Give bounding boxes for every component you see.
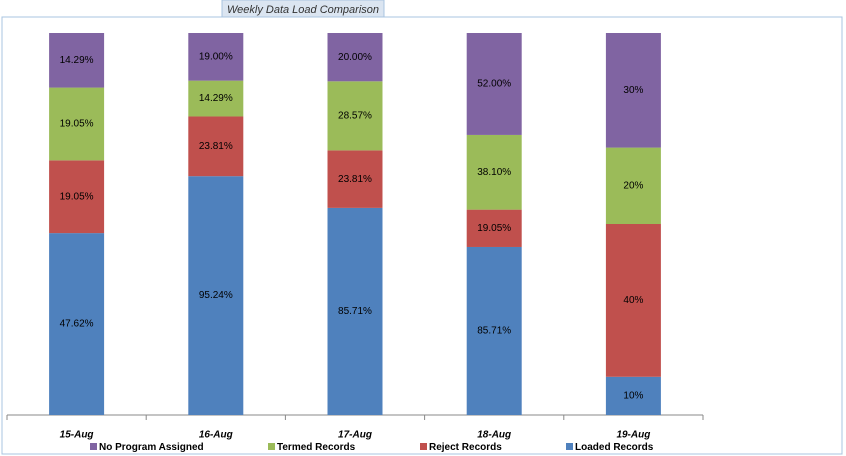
legend-swatch	[268, 443, 275, 450]
x-tick-label: 19-Aug	[616, 430, 650, 441]
x-tick-label: 15-Aug	[60, 430, 94, 441]
data-label: 47.62%	[60, 319, 94, 330]
legend-label: Reject Records	[429, 442, 502, 453]
x-tick-label: 18-Aug	[477, 430, 511, 441]
data-label: 10%	[623, 391, 643, 402]
chart-frame	[1, 16, 843, 455]
bar-segment	[327, 150, 383, 208]
data-label: 19.05%	[60, 119, 94, 130]
x-tick-label: 16-Aug	[199, 430, 233, 441]
bar-segment	[605, 33, 661, 148]
data-label: 95.24%	[199, 290, 233, 301]
legend-label: Loaded Records	[575, 442, 654, 453]
x-tick-label: 17-Aug	[338, 430, 372, 441]
bar-segment	[466, 246, 522, 415]
data-label: 19.05%	[477, 223, 511, 234]
bar-segment	[327, 81, 383, 151]
legend-label: Termed Records	[277, 442, 356, 453]
bar-segment	[188, 80, 244, 117]
bar-segment	[327, 33, 383, 82]
bar-segment	[605, 224, 661, 377]
data-label: 52.00%	[477, 79, 511, 90]
bar-segment	[188, 116, 244, 177]
legend-swatch	[90, 443, 97, 450]
data-label: 23.81%	[338, 174, 372, 185]
data-label: 30%	[623, 85, 643, 96]
data-label: 40%	[623, 295, 643, 306]
bar-segment	[49, 160, 105, 234]
legend-swatch	[566, 443, 573, 450]
data-label: 19.05%	[60, 191, 94, 202]
bar-segment	[49, 87, 105, 161]
data-label: 20%	[623, 180, 643, 191]
bar-segment	[466, 134, 522, 210]
bar-segment	[466, 209, 522, 247]
bar-segment	[49, 33, 105, 88]
data-label: 28.57%	[338, 110, 372, 121]
data-label: 20.00%	[338, 52, 372, 63]
chart-title: Weekly Data Load Comparison	[227, 4, 379, 16]
bar-segment	[188, 33, 244, 81]
data-label: 85.71%	[338, 306, 372, 317]
bar-segment	[327, 207, 383, 415]
bar-segment	[466, 33, 522, 135]
bar-segment	[605, 376, 661, 415]
data-label: 19.00%	[199, 51, 233, 62]
bar-segment	[49, 233, 105, 415]
data-label: 14.29%	[60, 55, 94, 66]
data-label: 14.29%	[199, 93, 233, 104]
legend-label: No Program Assigned	[99, 442, 204, 453]
title-box	[221, 0, 385, 18]
legend-swatch	[420, 443, 427, 450]
bar-segment	[188, 176, 244, 415]
data-label: 23.81%	[199, 141, 233, 152]
data-label: 38.10%	[477, 167, 511, 178]
data-label: 85.71%	[477, 326, 511, 337]
bar-segment	[605, 147, 661, 224]
